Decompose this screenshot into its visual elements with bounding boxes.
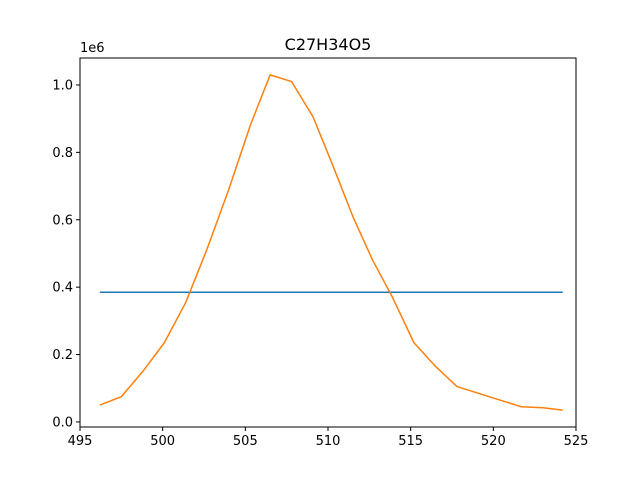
- plot-frame: [79, 57, 577, 428]
- y-tick-label: 1.0: [52, 78, 73, 93]
- y-tick-label: 0.8: [52, 146, 73, 161]
- chart-title: C27H34O5: [285, 35, 372, 54]
- y-tick-label: 0.4: [52, 281, 73, 296]
- y-axis: 0.0 0.2 0.4 0.6 0.8 1.0: [52, 78, 80, 430]
- y-offset-label: 1e6: [80, 41, 105, 56]
- y-tick-label: 0.6: [52, 213, 73, 228]
- y-tick-label: 0.2: [52, 348, 73, 363]
- series-layer: [99, 74, 563, 411]
- x-tick-label: 495: [68, 434, 93, 449]
- x-tick-label: 515: [398, 434, 423, 449]
- x-axis: 495 500 505 510 515 520 525: [68, 427, 589, 449]
- x-tick-label: 505: [233, 434, 258, 449]
- x-tick-label: 520: [481, 434, 506, 449]
- x-tick-label: 510: [316, 434, 341, 449]
- series-line-1: [99, 74, 563, 411]
- x-tick-label: 500: [150, 434, 175, 449]
- y-tick-label: 0.0: [52, 415, 73, 430]
- x-tick-label: 525: [564, 434, 589, 449]
